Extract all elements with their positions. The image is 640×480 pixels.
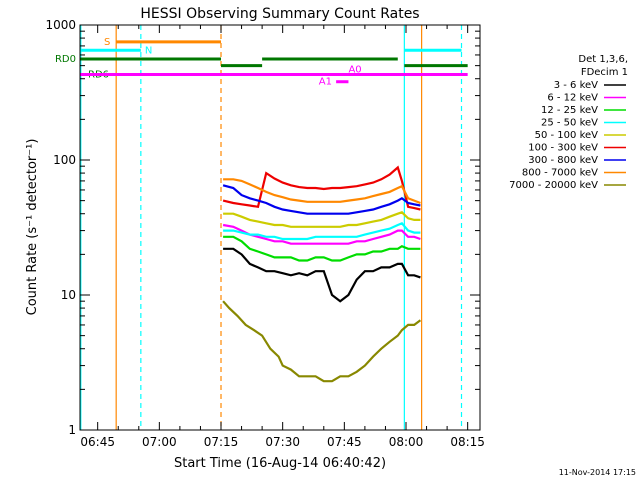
series-line-4: [223, 211, 421, 228]
chart-title: HESSI Observing Summary Count Rates: [140, 6, 419, 22]
series-line-2: [223, 235, 421, 262]
x-tick-label: 07:45: [327, 435, 362, 449]
x-tick-label: 07:00: [142, 435, 177, 449]
legend-label-1: 6 - 12 keV: [547, 93, 598, 104]
series-line-8: [222, 300, 422, 383]
legend-header-line1: Det 1,3,6,: [578, 54, 628, 65]
legend-label-6: 300 - 800 keV: [528, 155, 598, 166]
legend-label-4: 50 - 100 keV: [535, 130, 599, 141]
y-tick-label: 100: [53, 153, 76, 167]
x-tick-label: 07:30: [265, 435, 300, 449]
flag-label-n: N: [145, 45, 152, 56]
flag-label-a0: A0: [348, 64, 361, 75]
axes: 06:45 07:00 07:15 07:30 07:45 08:00 08:15 1 10 10…: [45, 18, 485, 449]
x-tick-label: 06:45: [80, 435, 115, 449]
legend-label-8: 7000 - 20000 keV: [509, 180, 598, 191]
legend-label-3: 25 - 50 keV: [541, 118, 598, 129]
series-line-6: [222, 184, 421, 215]
plot-area: [80, 25, 463, 430]
observing-flags: SNRD0RD6A0A1: [55, 37, 468, 88]
y-tick-label: 1: [68, 423, 76, 437]
x-tick-label: 07:15: [204, 435, 239, 449]
x-tick-label: 08:15: [450, 435, 485, 449]
series-line-7: [223, 178, 421, 205]
y-axis-label: Count Rate (s⁻¹ detector⁻¹): [25, 139, 40, 316]
x-axis-label: Start Time (16-Aug-14 06:40:42): [174, 456, 386, 471]
footer-timestamp: 11-Nov-2014 17:15: [559, 468, 636, 477]
y-tick-label: 1000: [45, 18, 76, 32]
y-tick-label: 10: [61, 288, 76, 302]
series-line-3: [223, 221, 421, 241]
flag-label-rd0: RD0: [55, 54, 76, 65]
legend-label-0: 3 - 6 keV: [554, 80, 598, 91]
flag-label-s: S: [104, 37, 110, 48]
series-line-1: [222, 223, 421, 245]
legend-header-line2: FDecim 1: [581, 67, 628, 78]
legend-label-5: 100 - 300 keV: [528, 143, 598, 154]
plot-frame: [79, 24, 481, 431]
series-line-0: [223, 247, 421, 303]
flag-label-a1: A1: [319, 77, 332, 88]
legend-label-7: 800 - 7000 keV: [522, 168, 598, 179]
x-tick-label: 08:00: [389, 435, 424, 449]
legend-label-2: 12 - 25 keV: [541, 105, 598, 116]
